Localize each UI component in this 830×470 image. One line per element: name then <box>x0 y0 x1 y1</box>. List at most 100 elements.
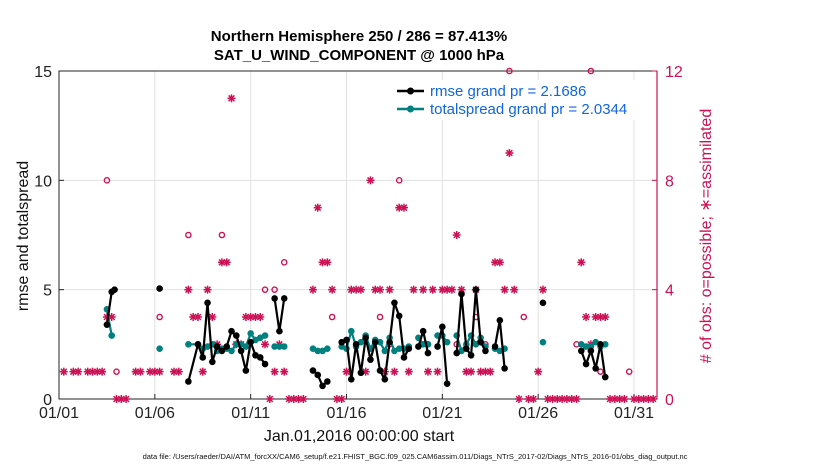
rmse-point <box>477 338 484 346</box>
rmse-point <box>458 290 465 298</box>
obs-assimilated-point <box>308 285 317 294</box>
obs-assimilated-point <box>572 395 581 403</box>
spread-point <box>276 343 283 350</box>
chart-subtitle: SAT_U_WIND_COMPONENT @ 1000 hPa <box>214 47 505 64</box>
obs-assimilated-point <box>256 313 265 321</box>
obs-assimilated-point <box>500 285 509 294</box>
chart-title: Northern Hemisphere 250 / 286 = 87.413% <box>211 28 507 45</box>
obs-assimilated-point <box>222 258 231 267</box>
spread-point <box>228 347 235 355</box>
legend-spread-label: totalspread grand pr = 2.0344 <box>430 101 627 118</box>
rmse-point <box>103 321 111 328</box>
right-tick-label: 12 <box>665 64 683 81</box>
rmse-point <box>415 343 422 350</box>
obs-assimilated-point <box>582 313 591 321</box>
rmse-point <box>213 343 221 350</box>
x-tick-label: 01/11 <box>231 405 270 422</box>
rmse-point <box>362 334 369 342</box>
rmse-point <box>376 367 384 374</box>
obs-assimilated-point <box>193 313 202 321</box>
rmse-point <box>324 378 331 385</box>
obs-assimilated-point <box>366 176 375 185</box>
x-axis-label: Jan.01,2016 00:00:00 start <box>264 428 455 445</box>
obs-assimilated-point <box>404 367 413 376</box>
y-tick-label: 0 <box>43 392 52 409</box>
x-tick-label: 01/21 <box>422 405 462 422</box>
spread-point <box>395 345 403 353</box>
right-tick-label: 8 <box>665 173 674 190</box>
obs-assimilated-point <box>227 94 236 103</box>
obs-assimilated-point <box>299 395 308 403</box>
rmse-point <box>319 382 326 390</box>
rmse-point <box>357 369 365 377</box>
spread-point <box>539 338 547 346</box>
rmse-point <box>223 343 231 350</box>
y-axis-label: rmse and totalspread <box>15 161 32 311</box>
obs-possible-point <box>506 67 513 75</box>
rmse-line-segment <box>273 298 286 333</box>
spread-point <box>314 347 322 355</box>
rmse-point <box>156 285 163 292</box>
obs-assimilated-point <box>495 258 504 267</box>
y-tick-label: 15 <box>34 64 52 81</box>
spread-point <box>185 341 192 348</box>
rmse-point <box>400 354 408 361</box>
obs-possible-point <box>113 368 120 375</box>
x-tick-label: 01/26 <box>518 405 558 422</box>
x-tick-label: 01/06 <box>135 405 175 422</box>
rmse-point <box>395 312 403 320</box>
obs-assimilated-point <box>98 367 107 376</box>
obs-assimilated-point <box>342 367 351 376</box>
obs-assimilated-point <box>419 285 428 294</box>
obs-assimilated-point <box>376 285 385 294</box>
obs-possible-point <box>103 177 111 184</box>
rmse-point <box>501 365 508 372</box>
rmse-point <box>462 345 470 353</box>
x-axis-ticks: 01/01 01/06 01/11 01/16 01/21 01/26 01/31 <box>39 394 654 422</box>
obs-assimilated-point <box>409 285 418 294</box>
obs-assimilated-point <box>198 367 207 376</box>
obs-possible-point <box>587 67 595 75</box>
rmse-point <box>261 360 269 368</box>
rmse-point <box>482 347 489 355</box>
obs-possible-point <box>218 231 226 239</box>
legend-rmse-label: rmse grand pr = 2.1686 <box>430 83 586 100</box>
x-tick-label: 01/16 <box>326 405 366 422</box>
rmse-point <box>185 378 192 385</box>
spread-point <box>443 338 451 346</box>
obs-assimilated-point <box>433 367 442 376</box>
obs-assimilated-point <box>423 367 432 376</box>
x-tick-label: 01/31 <box>614 405 654 422</box>
rmse-point <box>491 343 499 350</box>
obs-assimilated-point <box>122 395 131 403</box>
obs-possible-point <box>185 231 192 239</box>
obs-assimilated-point <box>337 395 346 403</box>
rmse-point <box>314 371 322 379</box>
obs-assimilated-point <box>534 367 543 376</box>
legend-spread-marker <box>407 105 414 113</box>
rmse-point <box>405 345 413 353</box>
obs-assimilated-point <box>577 258 586 267</box>
spread-point <box>582 343 590 350</box>
rmse-point <box>434 343 441 350</box>
legend-background <box>392 80 652 120</box>
obs-assimilated-point <box>515 395 523 403</box>
rmse-point <box>419 327 427 335</box>
rmse-point <box>443 380 451 387</box>
rmse-point <box>539 299 547 307</box>
rmse-point <box>391 299 398 307</box>
rmse-point <box>592 365 599 372</box>
obs-assimilated-point <box>467 367 476 376</box>
spread-point <box>601 341 609 348</box>
obs-assimilated-point <box>538 285 547 294</box>
spread-point <box>261 332 269 339</box>
right-tick-label: 0 <box>665 392 674 409</box>
rmse-point <box>199 354 207 361</box>
rmse-point <box>256 354 264 361</box>
rmse-point <box>209 358 216 366</box>
rmse-point <box>597 341 604 348</box>
spread-point <box>108 332 116 339</box>
obs-assimilated-point <box>452 231 461 239</box>
rmse-point <box>467 351 475 359</box>
rmse-point <box>439 323 446 331</box>
